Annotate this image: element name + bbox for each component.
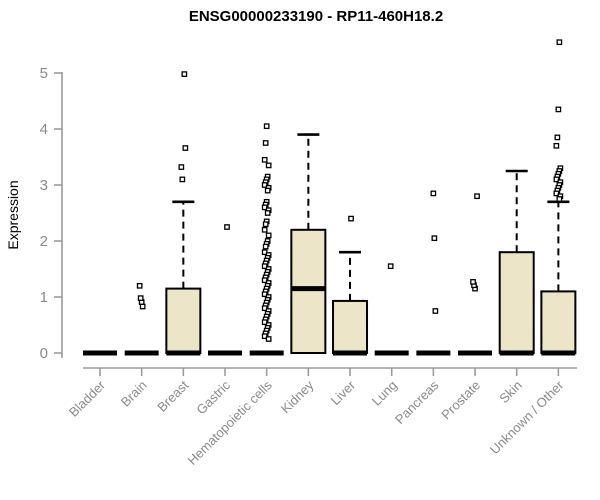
outlier-point <box>554 134 561 141</box>
y-tick-label: 2 <box>40 233 48 250</box>
boxplot-gastric <box>208 224 243 356</box>
x-tick-label: Pancreas <box>392 377 442 427</box>
outlier-point <box>555 106 562 113</box>
x-tick-label: Lung <box>369 378 400 409</box>
outlier-point <box>432 308 439 314</box>
boxplot-breast <box>165 71 202 356</box>
x-tick-label: Unknown / Other <box>487 377 567 457</box>
outlier-point <box>263 123 270 130</box>
outlier-point <box>136 282 143 289</box>
x-tick-label: Gastric <box>193 377 233 417</box>
outlier-point <box>265 336 272 342</box>
y-tick-label: 5 <box>40 65 48 82</box>
boxplot-series <box>83 39 577 356</box>
outlier-point <box>431 235 438 242</box>
outlier-point <box>387 263 394 270</box>
outlier-point <box>556 196 563 202</box>
x-tick-label: Bladder <box>66 377 109 420</box>
outlier-point <box>139 303 146 310</box>
outlier-point <box>474 193 480 200</box>
boxplot-kidney <box>290 133 327 354</box>
outlier-point <box>178 164 185 170</box>
outlier-point <box>430 190 437 197</box>
x-tick-label: Kidney <box>278 377 317 416</box>
boxplot-liver <box>332 215 369 356</box>
outlier-point <box>262 243 269 250</box>
box-iqr <box>332 299 369 355</box>
x-tick-label: Breast <box>154 377 191 414</box>
x-tick-label: Brain <box>118 378 150 410</box>
boxplot-lung <box>374 263 409 356</box>
outlier-point <box>262 140 269 146</box>
outlier-point <box>470 279 476 285</box>
outlier-point <box>262 221 269 228</box>
outlier-point <box>182 145 189 151</box>
outlier-point <box>348 215 354 222</box>
x-tick-label: Prostate <box>438 378 483 423</box>
y-tick-label: 1 <box>40 289 48 306</box>
y-axis-label: Expression <box>5 180 21 249</box>
outlier-point <box>264 187 271 194</box>
box-iqr <box>498 251 535 354</box>
y-tick-label: 0 <box>40 345 48 362</box>
outlier-point <box>137 295 144 301</box>
box-iqr <box>290 228 327 354</box>
outlier-point <box>265 162 272 169</box>
boxplot-hematopoietic-cells <box>249 123 284 356</box>
outlier-point <box>261 226 268 233</box>
boxplot-unknown-other <box>540 39 577 356</box>
box-iqr <box>540 290 577 354</box>
outlier-point <box>224 224 230 230</box>
outlier-point <box>261 156 268 163</box>
box-iqr <box>165 287 202 355</box>
chart-title: ENSG00000233190 - RP11-460H18.2 <box>189 8 443 25</box>
y-tick-label: 4 <box>40 121 48 138</box>
boxplot-brain <box>124 282 159 356</box>
x-tick-label: Liver <box>328 377 359 408</box>
outlier-point <box>265 232 272 239</box>
boxplot-skin <box>498 169 535 356</box>
outlier-point <box>179 176 186 183</box>
y-tick-label: 3 <box>40 177 48 194</box>
outlier-point <box>556 39 563 46</box>
boxplot-prostate <box>458 193 493 356</box>
outlier-point <box>181 71 188 77</box>
outlier-point <box>264 210 271 216</box>
boxplot-pancreas <box>416 190 451 356</box>
x-tick-label: Skin <box>496 378 524 406</box>
outlier-point <box>553 142 560 149</box>
